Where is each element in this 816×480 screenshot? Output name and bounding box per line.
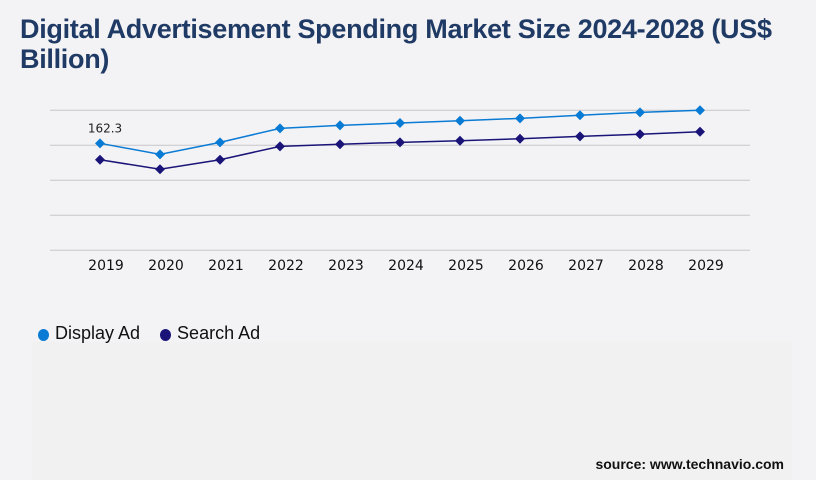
data-point [95,138,105,149]
legend-item-display-ad[interactable]: Display Ad [38,323,140,344]
data-point [215,137,225,148]
data-point [395,118,405,129]
legend-panel [32,342,792,480]
x-tick-label: 2020 [148,258,184,274]
x-tick-label: 2029 [688,258,724,274]
x-tick-label: 2023 [328,258,364,274]
data-point [155,164,165,175]
data-point [455,115,465,126]
x-tick-label: 2024 [388,258,424,274]
data-label: 162.3 [88,121,122,135]
display-ad-marker-icon [38,329,49,341]
data-point [635,107,645,118]
data-point [455,135,465,146]
data-point [95,154,105,165]
x-tick-label: 2022 [268,258,304,274]
data-point [275,123,285,134]
x-tick-label: 2025 [448,258,484,274]
data-point [695,105,705,116]
data-point [335,139,345,150]
chart-title: Digital Advertisement Spending Market Si… [20,14,772,74]
search-ad-marker-icon [160,329,172,341]
data-point [215,154,225,165]
data-point [515,113,525,124]
x-tick-label: 2028 [628,258,664,274]
x-tick-label: 2019 [88,258,124,274]
data-point [155,149,165,160]
x-tick-label: 2026 [508,258,544,274]
legend-label: Search Ad [177,323,261,343]
legend-item-search-ad[interactable]: Search Ad [160,323,260,344]
source-note: source: www.technavio.com [595,456,784,472]
data-point [695,126,705,137]
data-point [635,129,645,140]
series-line-display-ad [99,109,701,156]
legend-label: Display Ad [55,323,141,343]
data-point [335,120,345,131]
data-point [575,110,585,121]
data-point [275,141,285,152]
data-point [575,131,585,142]
x-tick-label: 2021 [208,258,244,274]
data-point [515,133,525,144]
x-tick-label: 2027 [568,258,604,274]
data-point [395,137,405,148]
legend: Display Ad Search Ad [38,323,260,344]
